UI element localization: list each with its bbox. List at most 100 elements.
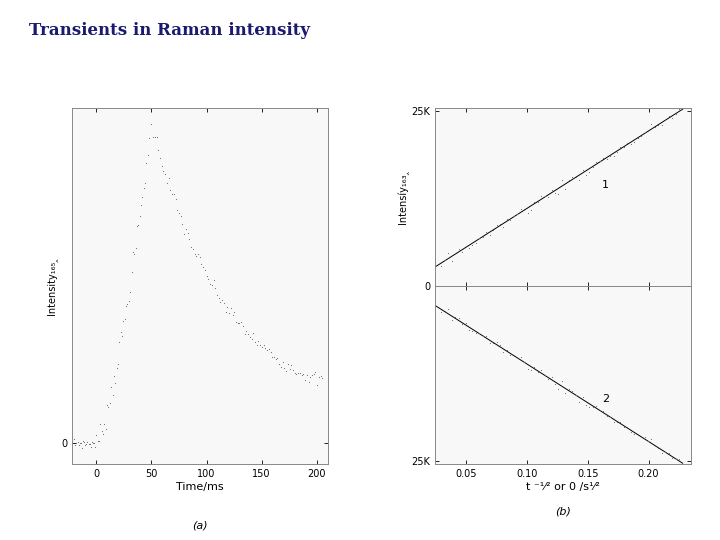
Point bbox=[153, 146, 164, 155]
Point bbox=[313, 373, 325, 382]
Point bbox=[185, 243, 197, 252]
Point bbox=[305, 373, 316, 381]
Point bbox=[199, 266, 211, 274]
Point bbox=[518, 206, 530, 214]
Point bbox=[317, 374, 328, 382]
Point bbox=[279, 363, 290, 372]
Point bbox=[577, 166, 588, 174]
Point bbox=[588, 403, 599, 411]
Point bbox=[608, 418, 619, 427]
Point bbox=[556, 377, 567, 386]
Point bbox=[277, 357, 289, 366]
Point bbox=[601, 154, 613, 163]
Point bbox=[556, 176, 567, 185]
Point bbox=[222, 303, 233, 312]
Point bbox=[621, 139, 633, 147]
Point bbox=[94, 420, 106, 429]
Point bbox=[84, 440, 96, 448]
Point bbox=[286, 361, 297, 369]
Point bbox=[70, 440, 81, 449]
Point bbox=[217, 296, 228, 305]
Point bbox=[453, 245, 464, 253]
Point bbox=[303, 378, 315, 387]
Point bbox=[284, 364, 295, 373]
Point bbox=[117, 332, 128, 340]
Point bbox=[137, 193, 148, 201]
Point bbox=[611, 418, 623, 427]
Point bbox=[225, 304, 237, 313]
Point bbox=[670, 455, 681, 463]
Point bbox=[228, 307, 240, 316]
Point bbox=[296, 371, 307, 380]
Point bbox=[120, 302, 132, 310]
Point bbox=[275, 363, 287, 372]
Point bbox=[135, 201, 147, 210]
Point bbox=[197, 263, 209, 272]
Point bbox=[119, 314, 130, 323]
Point bbox=[92, 436, 104, 445]
Point bbox=[218, 298, 230, 307]
Point bbox=[584, 168, 595, 177]
Text: Transients in Raman intensity: Transients in Raman intensity bbox=[29, 22, 310, 38]
Point bbox=[71, 439, 82, 448]
Point bbox=[542, 193, 554, 201]
Point bbox=[100, 424, 112, 433]
Point bbox=[642, 126, 654, 135]
Point bbox=[467, 241, 478, 249]
Point bbox=[204, 280, 216, 289]
Point bbox=[244, 333, 256, 341]
Point bbox=[494, 341, 505, 350]
Point bbox=[463, 244, 474, 253]
Point bbox=[480, 332, 492, 340]
Point bbox=[660, 448, 671, 456]
Point bbox=[145, 120, 157, 129]
Point bbox=[484, 231, 495, 239]
Point bbox=[525, 205, 536, 214]
Point bbox=[646, 435, 657, 443]
Point bbox=[594, 157, 606, 165]
Point bbox=[673, 455, 685, 463]
Point bbox=[546, 373, 557, 381]
X-axis label: t ⁻¹⁄² or 0 /s¹⁄²: t ⁻¹⁄² or 0 /s¹⁄² bbox=[526, 482, 600, 492]
Point bbox=[163, 174, 174, 183]
Point bbox=[525, 366, 536, 374]
Point bbox=[436, 307, 447, 316]
Point bbox=[539, 370, 551, 379]
Point bbox=[223, 309, 235, 318]
Point bbox=[96, 427, 107, 436]
Point bbox=[115, 328, 127, 337]
Text: 2: 2 bbox=[602, 394, 609, 404]
Point bbox=[269, 353, 280, 362]
Point bbox=[584, 403, 595, 411]
Point bbox=[274, 359, 285, 368]
Point bbox=[114, 338, 125, 346]
Point bbox=[227, 311, 238, 320]
Point bbox=[467, 327, 478, 335]
Point bbox=[604, 413, 616, 422]
Point bbox=[449, 248, 461, 257]
Point bbox=[156, 161, 168, 170]
Point bbox=[230, 318, 242, 326]
Point bbox=[171, 206, 183, 214]
Point bbox=[280, 367, 292, 375]
Point bbox=[127, 248, 139, 256]
Point bbox=[477, 332, 488, 340]
Point bbox=[213, 294, 225, 302]
Point bbox=[85, 443, 96, 451]
Point bbox=[508, 350, 520, 359]
Point bbox=[621, 422, 633, 431]
Point bbox=[663, 112, 675, 120]
Point bbox=[78, 438, 90, 447]
Y-axis label: Intensity₁₆₅‸: Intensity₁₆₅‸ bbox=[48, 258, 58, 315]
Point bbox=[487, 339, 499, 347]
Point bbox=[258, 341, 269, 349]
Point bbox=[670, 110, 681, 118]
Point bbox=[189, 249, 200, 258]
Point bbox=[105, 382, 117, 391]
Point bbox=[449, 313, 461, 321]
Point bbox=[522, 209, 534, 218]
Point bbox=[138, 184, 150, 192]
Point bbox=[532, 367, 544, 376]
Point bbox=[491, 338, 503, 347]
Point bbox=[590, 158, 602, 166]
